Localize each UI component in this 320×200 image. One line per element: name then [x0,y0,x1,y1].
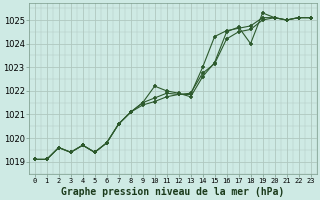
X-axis label: Graphe pression niveau de la mer (hPa): Graphe pression niveau de la mer (hPa) [61,186,284,197]
